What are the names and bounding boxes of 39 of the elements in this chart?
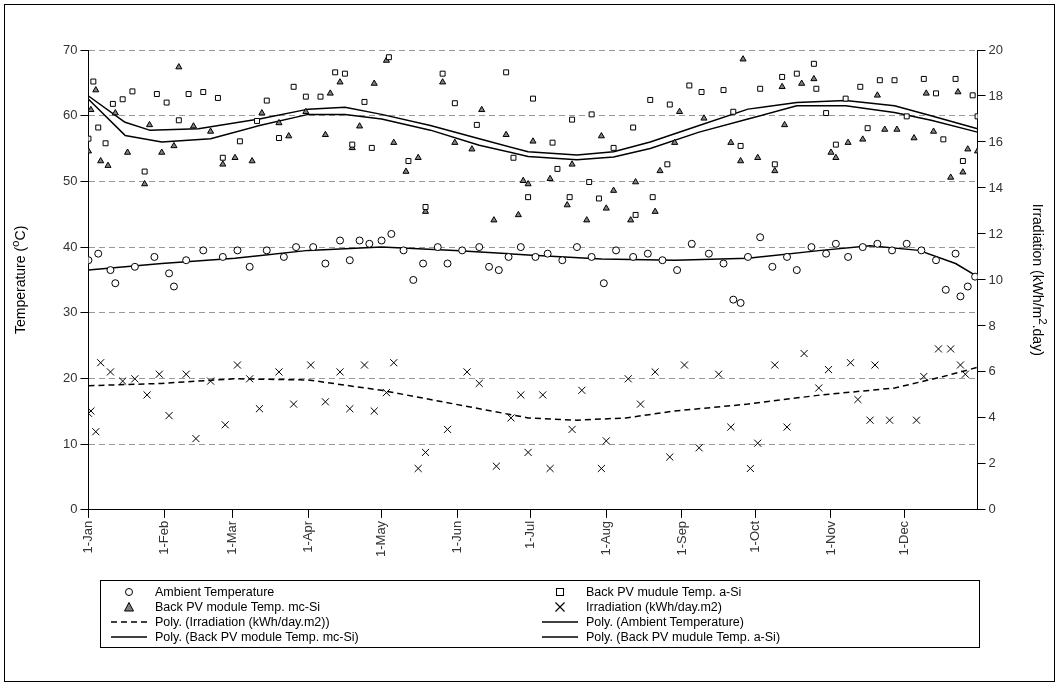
legend-label: Back PV mudule Temp. a-Si [586,584,742,599]
x-tick-label: 1-Apr [299,520,315,553]
y-tick-label: 40 [62,238,78,254]
x-tick-label: 1-May [373,520,389,558]
y2-tick-label: 12 [988,225,1004,241]
legend-label: Irradiation (kWh/day.m2) [586,599,722,614]
x-tick-label: 1-Feb [155,520,171,555]
y-tick-label: 20 [62,370,78,386]
y2-tick-label: 16 [988,133,1004,149]
y2-tick-label: 14 [988,179,1004,195]
legend-label: Poly. (Back PV module Temp. mc-Si) [155,629,359,644]
legend-label: Poly. (Back PV mudule Temp. a-Si) [586,629,781,644]
y2-tick-label: 0 [988,501,996,517]
x-tick-label: 1-Oct [746,520,762,553]
legend-label: Poly. (Irradiation (kWh/day.m2)) [155,614,330,629]
y2-tick-label: 4 [988,409,996,425]
x-tick-label: 1-Nov [822,520,838,556]
y2-tick-label: 6 [988,363,996,379]
x-tick-label: 1-Aug [597,520,613,556]
y-tick-label: 30 [62,304,78,320]
legend-label: Ambient Temperature [155,584,275,599]
y-tick-label: 0 [70,501,78,517]
y-tick-label: 50 [62,172,78,188]
y2-tick-label: 2 [988,455,996,471]
y-tick-label: 10 [62,435,78,451]
x-tick-label: 1-Jul [522,520,538,550]
y-tick-label: 60 [62,107,78,123]
x-tick-label: 1-Dec [895,520,911,556]
y2-tick-label: 10 [988,271,1004,287]
y2-tick-label: 8 [988,317,996,333]
y2-tick-label: 20 [988,41,1004,57]
x-tick-label: 1-Jan [80,520,96,554]
x-tick-label: 1-Jun [448,520,464,554]
legend-label: Back PV module Temp. mc-Si [155,599,321,614]
y-tick-label: 70 [62,41,78,57]
legend-label: Poly. (Ambient Temperature) [586,614,744,629]
x-tick-label: 1-Mar [224,520,240,555]
x-tick-label: 1-Sep [673,520,689,556]
y2-tick-label: 18 [988,87,1004,103]
